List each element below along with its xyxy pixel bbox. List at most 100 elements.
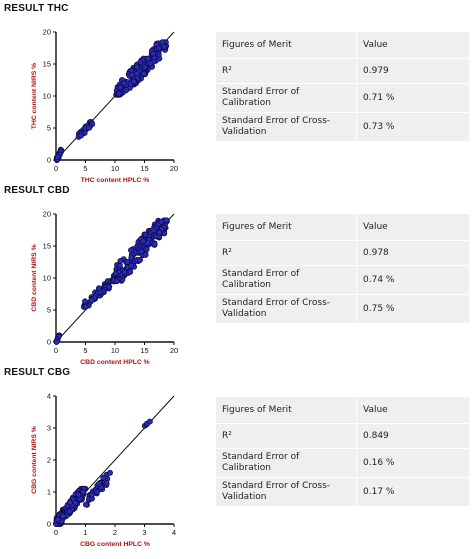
merit-label: Standard Error of Cross-Validation	[215, 477, 357, 507]
data-point	[150, 227, 157, 233]
data-point	[82, 501, 89, 508]
data-point	[138, 248, 145, 255]
header-value: Value	[356, 31, 470, 59]
data-point	[59, 513, 66, 520]
data-point	[85, 124, 92, 131]
data-point	[107, 469, 113, 476]
y-tick-label: 5	[47, 124, 51, 133]
data-point	[141, 64, 148, 71]
merit-label: R²	[215, 240, 357, 266]
y-tick-label: 15	[43, 242, 51, 251]
header-value: Value	[356, 213, 470, 241]
y-tick-label: 5	[47, 306, 51, 315]
merit-value: 0.71 %	[356, 83, 470, 113]
data-point	[128, 263, 135, 269]
merit-value: 0.17 %	[356, 477, 470, 507]
x-axis-label: CBD content HPLC %	[80, 359, 149, 366]
data-point	[53, 338, 60, 345]
merit-value: 0.978	[356, 240, 470, 266]
y-tick-label: 0	[47, 520, 51, 529]
data-point	[123, 87, 130, 94]
data-point	[127, 268, 134, 275]
x-axis-label: THC content HPLC %	[81, 177, 150, 184]
merit-table-cbd: Figures of Merit Value R² 0.978 Standard…	[215, 213, 470, 324]
data-point	[142, 231, 149, 238]
scatter-plot-cbg: 0 1 2 3 4 0 1 2 3 4 CBG content HPLC % CBG content …	[31, 392, 176, 549]
y-tick-label: 2	[47, 456, 51, 465]
y-tick-label: 4	[47, 392, 51, 401]
x-tick-label: 20	[170, 164, 178, 173]
merit-label: R²	[215, 58, 357, 84]
scatter-plot-thc: 0 5 10 15 20 0 5 10 15 20 THC content HPLC % THC co…	[31, 28, 178, 185]
data-point	[128, 247, 134, 254]
header-value: Value	[356, 396, 470, 424]
x-tick-label: 1	[83, 528, 87, 537]
data-point	[145, 55, 152, 62]
data-point	[95, 481, 102, 487]
data-point	[134, 64, 140, 71]
data-point	[66, 508, 73, 515]
y-axis-label: THC content NIRS %	[31, 63, 38, 129]
merit-value: 0.16 %	[356, 448, 470, 478]
data-point	[150, 50, 157, 57]
data-point	[88, 491, 95, 498]
x-tick-label: 10	[111, 346, 119, 355]
merit-label: Standard Error of Calibration	[215, 265, 357, 295]
data-point	[143, 246, 150, 253]
data-point	[117, 258, 124, 264]
data-point	[137, 256, 143, 263]
merit-label: Standard Error of Cross-Validation	[215, 112, 357, 142]
data-point	[128, 72, 135, 78]
data-point	[115, 90, 122, 97]
merit-label: Standard Error of Cross-Validation	[215, 294, 357, 324]
y-axis-label: CBG content NIRS %	[31, 426, 38, 494]
y-tick-label: 10	[43, 92, 51, 101]
merit-value: 0.73 %	[356, 112, 470, 142]
merit-label: Standard Error of Calibration	[215, 83, 357, 113]
data-point	[117, 84, 124, 91]
y-tick-label: 3	[47, 424, 51, 433]
x-tick-label: 2	[113, 528, 117, 537]
y-tick-label: 0	[47, 338, 51, 347]
section-title-cbd: RESULT CBD	[4, 185, 70, 196]
table-header-row: Figures of Merit Value	[215, 213, 470, 241]
y-tick-label: 10	[43, 274, 51, 283]
data-point	[88, 297, 95, 304]
data-point	[140, 238, 147, 245]
data-point	[130, 78, 137, 85]
x-tick-label: 15	[140, 346, 148, 355]
section-title-cbg: RESULT CBG	[4, 367, 71, 378]
data-point	[106, 283, 113, 290]
data-point	[100, 474, 107, 481]
table-row: R² 0.979	[215, 58, 470, 84]
merit-value: 0.75 %	[356, 294, 470, 324]
x-tick-label: 5	[83, 346, 87, 355]
y-axis-label: CBD content NIRS %	[31, 244, 38, 311]
data-point	[140, 70, 147, 77]
table-row: R² 0.978	[215, 240, 470, 266]
merit-table-cbg: Figures of Merit Value R² 0.849 Standard…	[215, 396, 470, 507]
header-figures-of-merit: Figures of Merit	[215, 213, 357, 241]
data-point	[120, 80, 127, 87]
merit-label: R²	[215, 423, 357, 449]
data-point	[147, 60, 154, 67]
data-point	[158, 218, 165, 225]
table-row: Standard Error of Calibration 0.16 %	[215, 448, 470, 478]
x-tick-label: 0	[54, 346, 58, 355]
data-point	[75, 491, 82, 498]
merit-value: 0.74 %	[356, 265, 470, 295]
data-point	[137, 59, 144, 66]
data-point	[78, 132, 84, 139]
data-point	[161, 43, 168, 50]
table-header-row: Figures of Merit Value	[215, 396, 470, 424]
table-row: Standard Error of Calibration 0.71 %	[215, 83, 470, 113]
table-header-row: Figures of Merit Value	[215, 31, 470, 59]
data-point	[163, 217, 170, 224]
x-tick-label: 3	[142, 528, 146, 537]
data-point	[128, 254, 135, 261]
x-tick-label: 4	[172, 528, 176, 537]
data-point	[80, 489, 87, 496]
table-row: Standard Error of Cross-Validation 0.75 …	[215, 294, 470, 324]
x-tick-label: 5	[83, 164, 87, 173]
x-tick-label: 0	[54, 528, 58, 537]
